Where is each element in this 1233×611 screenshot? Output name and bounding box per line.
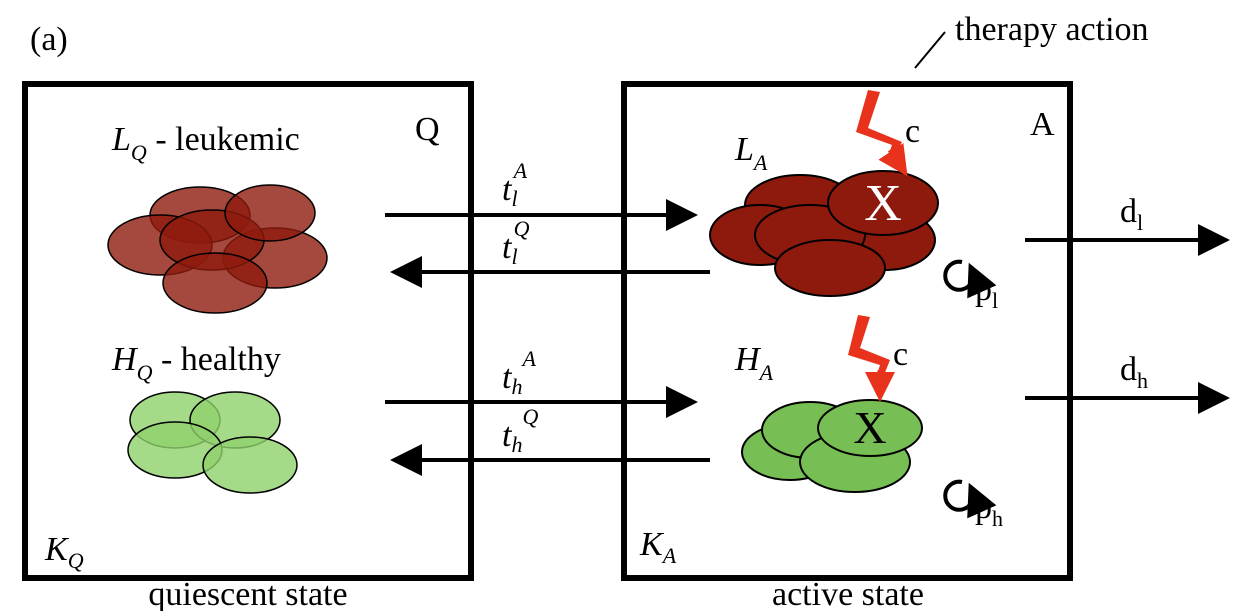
text-part: p (975, 489, 992, 526)
cycle-arrow (945, 482, 973, 510)
bolt (856, 90, 902, 158)
text-part: L (111, 121, 131, 158)
text-part: d (1120, 351, 1137, 388)
leader (915, 32, 945, 68)
panel-label: (a) (30, 21, 68, 58)
text-part: K (44, 531, 70, 568)
therapy-label: therapy action (955, 11, 1149, 48)
text-part: h (511, 432, 522, 457)
box-corner: Q (415, 111, 440, 148)
proliferation-label: ph (975, 489, 1003, 531)
text-part: Q (522, 404, 538, 429)
text-part: Q (68, 548, 84, 573)
cell-label: HQ - healthy (111, 341, 281, 385)
active-box (624, 84, 1070, 578)
cell-label: HA (734, 341, 774, 385)
transition-label: thA (502, 346, 536, 399)
text-part: h (511, 374, 522, 399)
text-part: h (992, 506, 1003, 531)
text-part: K (639, 526, 665, 563)
cell-label: LQ - leukemic (111, 121, 300, 165)
capacity: KA (639, 526, 677, 568)
text-part: A (661, 543, 677, 568)
cell-label: LA (734, 131, 768, 175)
text-part: h (1137, 368, 1148, 393)
leukemic-cells (108, 185, 327, 313)
diagram: (a) therapy action Q A KQ KA quiescent s… (0, 0, 1233, 611)
kill-mark: X (853, 402, 886, 453)
text-part: L (734, 131, 754, 168)
text-part: l (511, 244, 517, 269)
text-part: - healthy (152, 341, 280, 378)
text-part: p (975, 271, 992, 308)
transition-label: tlQ (502, 216, 530, 269)
death-label: dl (1120, 193, 1143, 235)
text-part: - leukemic (147, 121, 300, 158)
text-part: Q (131, 140, 147, 165)
active-healthy-cells (742, 400, 922, 492)
text-part: Q (514, 216, 530, 241)
kill-mark: X (864, 175, 902, 232)
active-leukemic-cells (710, 171, 938, 296)
box-corner: A (1030, 106, 1055, 143)
caption: quiescent state (148, 576, 347, 611)
text-part: H (111, 341, 139, 378)
text-part: A (752, 150, 768, 175)
text-part: l (511, 186, 517, 211)
text-part: Q (137, 360, 153, 385)
healthy-cells (128, 392, 297, 493)
text-part: l (992, 288, 998, 313)
transition-label: tlA (502, 158, 528, 211)
therapy-hit-label: c (893, 336, 908, 373)
text-part: d (1120, 193, 1137, 230)
text-part: H (734, 341, 762, 378)
therapy-hit-label: c (905, 113, 920, 150)
proliferation-label: pl (975, 271, 998, 313)
death-label: dh (1120, 351, 1148, 393)
cycle-arrow (945, 262, 973, 290)
quiescent-box (25, 84, 471, 578)
capacity: KQ (44, 531, 84, 573)
transition-label: thQ (502, 404, 538, 457)
caption: active state (772, 576, 924, 611)
text-part: A (512, 158, 528, 183)
text-part: A (758, 360, 774, 385)
text-part: l (1137, 210, 1143, 235)
text-part: A (520, 346, 536, 371)
bolt (848, 315, 890, 380)
